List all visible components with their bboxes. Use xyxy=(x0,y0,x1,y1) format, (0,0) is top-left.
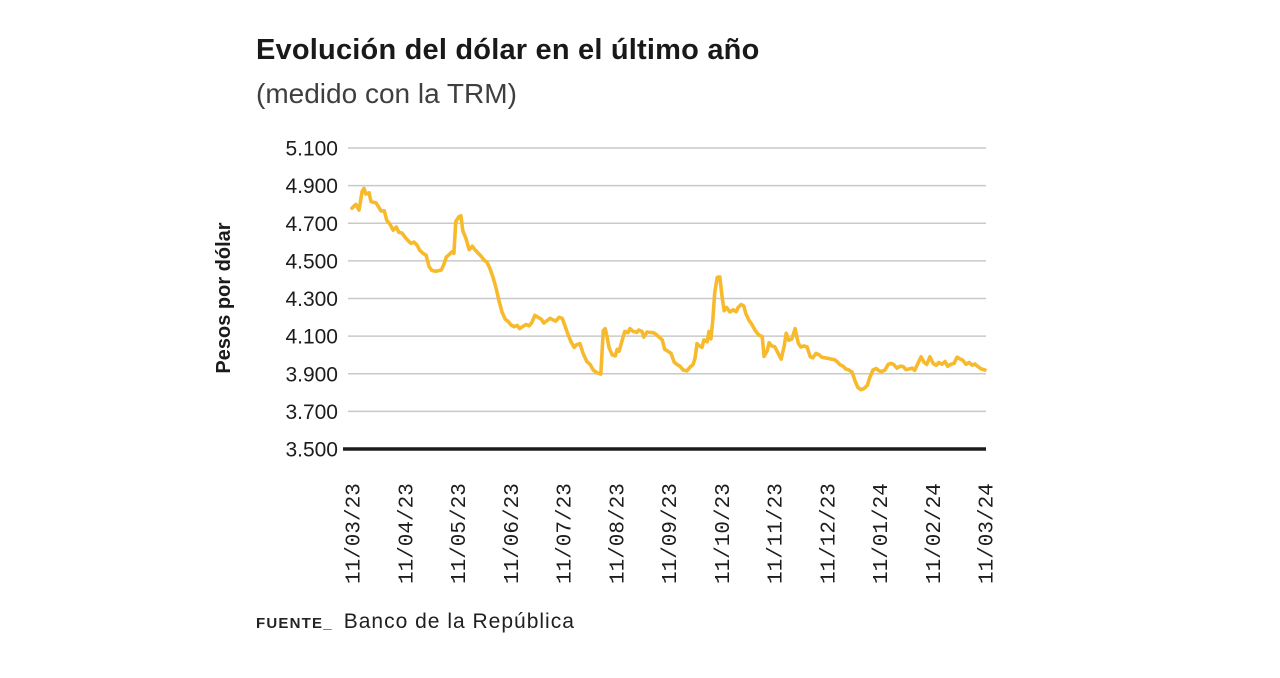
x-tick-label: 11/05/23 xyxy=(449,483,472,584)
source-prefix: FUENTE_ xyxy=(256,615,333,632)
y-tick-label: 4.300 xyxy=(285,288,338,311)
source-line: FUENTE_ Banco de la República xyxy=(256,610,575,634)
x-tick-label: 11/12/23 xyxy=(818,483,841,584)
y-tick-label: 4.900 xyxy=(285,175,338,198)
y-tick-label: 4.500 xyxy=(285,250,338,273)
x-tick-label: 11/01/24 xyxy=(871,483,894,584)
y-tick-label: 3.500 xyxy=(285,439,338,462)
x-tick-label: 11/11/23 xyxy=(766,483,789,584)
chart-subtitle: (medido con la TRM) xyxy=(256,78,517,109)
source-name: Banco de la República xyxy=(343,610,575,633)
chart-title: Evolución del dólar en el último año xyxy=(256,34,760,66)
x-tick-label: 11/10/23 xyxy=(713,483,736,584)
x-tick-label: 11/03/23 xyxy=(344,483,367,584)
x-tick-label: 11/04/23 xyxy=(396,483,419,584)
x-tick-label: 11/02/24 xyxy=(924,483,947,584)
x-tick-label: 11/03/24 xyxy=(977,483,1000,584)
y-tick-label: 5.100 xyxy=(285,138,338,161)
y-axis-title: Pesos por dólar xyxy=(213,222,235,374)
y-tick-label: 3.700 xyxy=(285,401,338,424)
y-tick-label: 4.100 xyxy=(285,326,338,349)
x-tick-label: 11/07/23 xyxy=(555,483,578,584)
x-tick-label: 11/09/23 xyxy=(660,483,683,584)
x-tick-label: 11/08/23 xyxy=(607,483,630,584)
x-tick-label: 11/06/23 xyxy=(502,483,525,584)
y-tick-label: 3.900 xyxy=(285,363,338,386)
y-tick-label: 4.700 xyxy=(285,213,338,236)
trm-line xyxy=(350,186,987,392)
